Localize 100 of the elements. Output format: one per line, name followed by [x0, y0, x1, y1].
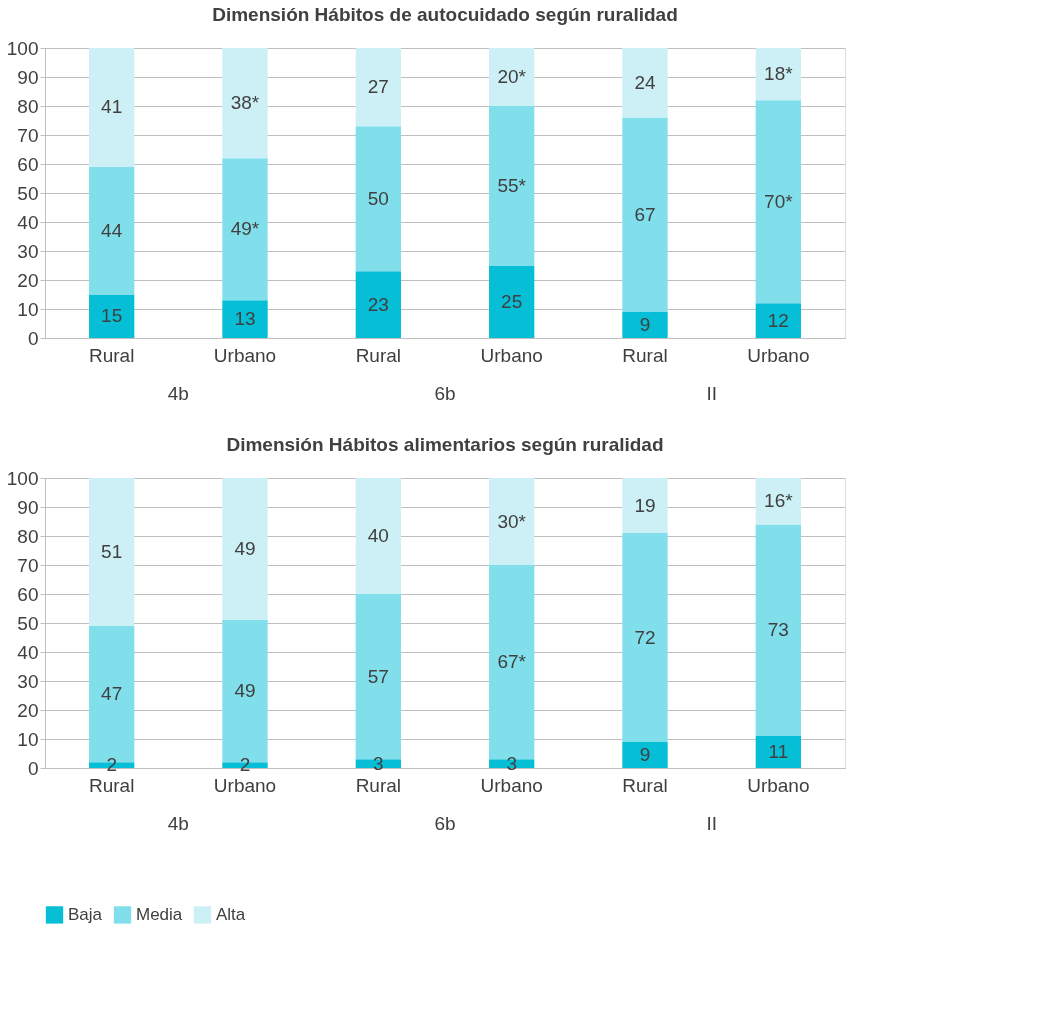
- y-tick-label: 20: [17, 269, 39, 291]
- bar: [622, 311, 668, 338]
- y-tick-label: 0: [27, 757, 39, 779]
- data-label: 13: [234, 308, 256, 330]
- data-label: 25: [501, 290, 523, 312]
- chart-title: Dimensión Hábitos de autocuidado según ruralidad: [212, 4, 678, 25]
- y-tick-label: 30: [17, 240, 39, 262]
- data-label: 67*: [497, 651, 527, 673]
- bar: [622, 48, 668, 118]
- data-label: 49: [234, 680, 256, 702]
- text: 6b: [434, 383, 456, 404]
- data-label: 11: [768, 741, 789, 763]
- bar: [622, 117, 668, 312]
- bar: [489, 106, 535, 266]
- data-label: 49: [234, 538, 256, 560]
- bar: [222, 300, 268, 338]
- bar: [89, 48, 135, 167]
- data-label: 9: [639, 743, 651, 765]
- bar: [222, 48, 268, 159]
- data-label: 23: [367, 293, 389, 315]
- y-tick-label: 10: [17, 728, 39, 750]
- data-label: 51: [101, 540, 123, 562]
- data-label: 20*: [497, 66, 527, 87]
- y-tick-label: 40: [17, 641, 39, 663]
- data-label: 73: [767, 619, 789, 641]
- y-tick-label: 30: [17, 670, 39, 692]
- x-tick-label: Rural: [355, 774, 402, 796]
- bar: [755, 736, 801, 768]
- bar: [222, 158, 268, 301]
- x-tick-label: Rural: [355, 344, 402, 366]
- data-label: 24: [634, 71, 656, 93]
- text: II: [706, 383, 717, 404]
- x-tick-label: Urbano: [213, 774, 277, 796]
- x-tick-label: Urbano: [747, 774, 810, 796]
- x-tick-label: Rural: [88, 774, 135, 796]
- text: 4b: [167, 813, 189, 834]
- data-label: 16*: [764, 490, 794, 512]
- x-tick-label: Rural: [622, 774, 668, 796]
- x-tick-label: Urbano: [747, 344, 810, 366]
- data-label: 47: [101, 683, 123, 705]
- bar: [89, 294, 135, 338]
- y-tick-label: 60: [17, 583, 39, 605]
- bar: [489, 48, 535, 106]
- data-label: 19: [634, 494, 656, 516]
- chart-title: Dimensión Hábitos alimentarios según ruralidad: [226, 434, 664, 455]
- y-tick-label: 50: [17, 182, 39, 204]
- y-tick-label: 80: [17, 525, 39, 547]
- data-label: 44: [101, 219, 123, 241]
- data-label: 70*: [764, 190, 794, 212]
- bar: [622, 533, 668, 742]
- y-tick-label: 80: [17, 95, 39, 117]
- text: 6b: [434, 813, 456, 834]
- bar: [622, 478, 668, 534]
- x-tick-label: Urbano: [480, 774, 543, 796]
- data-label: 50: [367, 187, 389, 209]
- bar: [489, 265, 535, 338]
- bar: [355, 126, 401, 272]
- y-tick-label: 10: [17, 298, 39, 320]
- bar: [355, 48, 401, 127]
- bar: [489, 759, 535, 768]
- bar: [89, 478, 135, 626]
- x-tick-label: Rural: [88, 344, 135, 366]
- data-label: 30*: [497, 510, 527, 532]
- y-tick-label: 40: [17, 211, 39, 233]
- data-label: 55*: [497, 174, 527, 196]
- data-label: 49*: [230, 218, 260, 240]
- data-label: 12: [767, 309, 789, 331]
- bar: [755, 524, 801, 737]
- x-tick-label: Urbano: [480, 344, 543, 366]
- y-tick-label: 20: [17, 699, 39, 721]
- bar: [489, 478, 535, 565]
- y-tick-label: 70: [17, 124, 39, 146]
- data-label: 67: [634, 203, 656, 225]
- x-tick-label: Urbano: [213, 344, 277, 366]
- data-label: 18*: [764, 63, 794, 85]
- bar: [755, 48, 801, 101]
- legend-label: Alta: [216, 904, 246, 924]
- data-label: 27: [367, 76, 389, 98]
- data-label: 9: [639, 313, 651, 335]
- x-tick-label: Rural: [622, 344, 668, 366]
- bar: [355, 759, 401, 768]
- data-label: 15: [101, 305, 123, 327]
- data-label: 57: [367, 665, 389, 687]
- y-tick-label: 100: [6, 467, 39, 489]
- y-tick-label: 90: [17, 66, 39, 88]
- data-label: 40: [367, 525, 389, 546]
- y-tick-label: 0: [27, 327, 39, 349]
- bar: [622, 741, 668, 768]
- y-tick-label: 70: [17, 554, 39, 576]
- bar: [755, 303, 801, 338]
- y-tick-label: 100: [6, 37, 39, 59]
- bar: [755, 100, 801, 304]
- legend-label: Baja: [68, 904, 103, 924]
- y-tick-label: 60: [17, 153, 39, 175]
- bar: [355, 478, 401, 594]
- legend-label: Media: [136, 904, 183, 924]
- bar: [355, 271, 401, 338]
- y-tick-label: 90: [17, 496, 39, 518]
- text: 4b: [167, 383, 189, 404]
- text: II: [706, 813, 717, 834]
